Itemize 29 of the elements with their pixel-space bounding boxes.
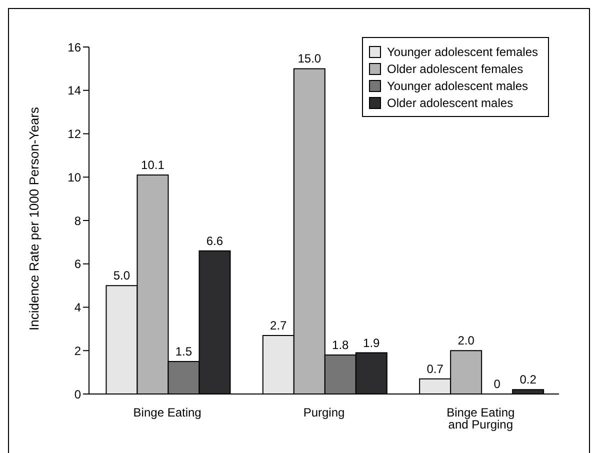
data-label: 6.6 (206, 234, 224, 248)
data-label: 5.0 (113, 268, 130, 283)
y-tick-label: 10 (68, 170, 82, 184)
data-label: 10.1 (141, 158, 165, 172)
data-label: 1.5 (175, 344, 192, 358)
x-tick-label: Binge Eating (133, 406, 202, 420)
data-label: 2.7 (270, 318, 288, 332)
y-tick-label: 6 (74, 257, 82, 272)
legend-label: Older adolescent females (387, 62, 524, 76)
y-axis-title: Incidence Rate per 1000 Person-Years (26, 106, 42, 330)
data-label: 0.2 (520, 372, 537, 387)
y-tick-label: 4 (74, 300, 82, 315)
y-tick-label: 14 (68, 84, 82, 98)
data-label: 0.7 (426, 362, 444, 376)
legend-label: Older adolescent males (387, 96, 514, 110)
y-tick-label: 2 (74, 344, 82, 358)
y-tick-label: 12 (68, 127, 82, 142)
x-tick-label: Binge Eating and Purging (446, 406, 515, 432)
y-tick-label: 16 (68, 40, 82, 54)
legend-label: Younger adolescent females (387, 44, 538, 58)
x-tick-label: Purging (303, 406, 345, 420)
data-label: 0 (494, 376, 501, 391)
data-label: 1.9 (363, 336, 380, 350)
data-label: 15.0 (298, 52, 322, 66)
data-label: 2.0 (458, 334, 475, 348)
data-label: 1.8 (332, 338, 350, 352)
y-tick-label: 0 (74, 387, 82, 402)
legend-label: Younger adolescent males (387, 78, 528, 92)
y-tick-label: 8 (74, 214, 82, 228)
